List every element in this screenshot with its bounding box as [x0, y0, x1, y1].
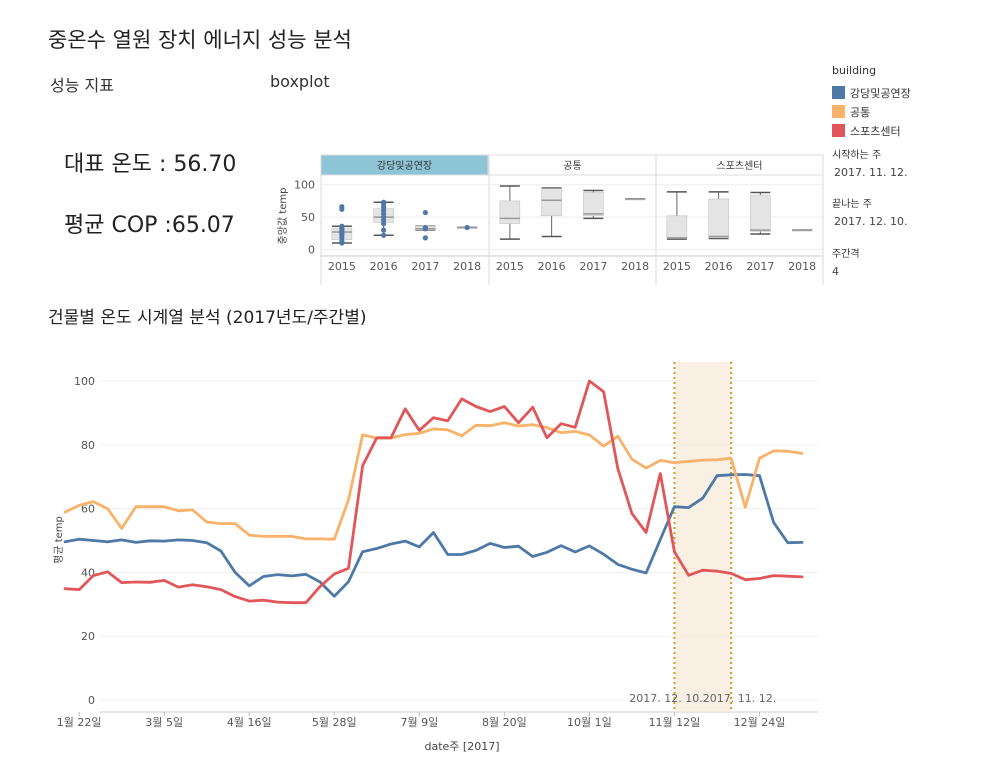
line-y-tick-label: 60	[81, 503, 95, 516]
week-interval-parameter[interactable]: 주간격 4	[832, 245, 860, 278]
facet-header-label: 스포츠센터	[717, 160, 763, 172]
series-line	[63, 473, 804, 598]
data-point	[381, 199, 387, 205]
boxplot-x-tick-label: 2017	[579, 260, 607, 273]
box	[666, 215, 688, 239]
boxplot-y-tick-label: 50	[301, 211, 315, 224]
boxplot-x-tick-label: 2016	[538, 260, 566, 273]
week-interval-label: 주간격	[832, 249, 860, 260]
data-point	[381, 232, 387, 238]
highlight-band	[674, 362, 732, 712]
highlight-label: 2017. 12. 10.2017. 11. 12.	[629, 692, 776, 705]
week-interval-value[interactable]: 4	[832, 265, 839, 278]
boxplot-x-tick-label: 2017	[746, 260, 774, 273]
box	[499, 200, 521, 224]
legend-item-sports-center[interactable]: 스포츠센터	[832, 121, 911, 140]
boxplot-x-tick-label: 2015	[328, 260, 356, 273]
timeseries-title: 건물별 온도 시계열 분석 (2017년도/주간별)	[48, 308, 367, 328]
data-point	[381, 227, 387, 233]
boxplot-y-axis-title: 중앙값 temp	[277, 188, 289, 245]
line-x-tick-label: 7월 9일	[400, 715, 438, 729]
boxplot-x-tick-label: 2018	[788, 260, 816, 273]
end-week-label: 끝나는 주	[832, 199, 872, 210]
representative-temp-kpi: 대표 온도 : 56.70	[64, 152, 237, 177]
data-point	[422, 209, 428, 216]
boxplot-x-tick-label: 2015	[663, 260, 691, 273]
line-x-tick-label: 5월 28일	[312, 715, 357, 729]
line-x-tick-label: 3월 5일	[145, 715, 183, 729]
data-point	[422, 235, 428, 241]
legend-label: 공통	[850, 105, 871, 119]
line-x-tick-label: 10월 1일	[567, 715, 612, 729]
end-week-value[interactable]: 2017. 12. 10.	[834, 215, 908, 228]
average-cop-kpi: 평균 COP :65.07	[64, 213, 235, 238]
legend-swatch	[832, 124, 845, 137]
line-y-tick-label: 20	[81, 630, 95, 643]
boxplot-x-tick-label: 2018	[621, 260, 649, 273]
boxplot-x-tick-label: 2018	[453, 260, 481, 273]
box	[708, 198, 729, 239]
legend-swatch	[832, 105, 845, 118]
legend-title: building	[832, 64, 877, 77]
start-week-value[interactable]: 2017. 11. 12.	[834, 166, 908, 179]
legend-item-auditorium[interactable]: 강당및공연장	[832, 83, 911, 102]
box	[541, 188, 562, 217]
data-point	[464, 224, 470, 231]
line-y-axis-title: 평균 temp	[53, 516, 65, 564]
line-y-tick-label: 0	[88, 694, 95, 707]
start-week-parameter[interactable]: 시작하는 주 2017. 11. 12.	[832, 146, 907, 179]
boxplot-label: boxplot	[270, 72, 330, 91]
legend-swatch	[832, 86, 845, 99]
series-line	[63, 379, 804, 605]
line-y-tick-label: 80	[81, 439, 95, 452]
boxplot-x-tick-label: 2016	[705, 260, 733, 273]
boxplot-x-tick-label: 2016	[370, 260, 398, 273]
data-point	[422, 224, 428, 231]
facet-header-label: 강당및공연장	[377, 160, 432, 172]
boxplot-y-tick-label: 100	[294, 179, 315, 192]
boxplot-x-tick-label: 2017	[411, 260, 439, 273]
data-point	[339, 204, 345, 210]
line-x-tick-label: 8월 20일	[482, 715, 527, 729]
legend-label: 스포츠센터	[850, 124, 901, 138]
line-x-tick-label: 11월 12일	[649, 715, 701, 729]
line-x-tick-label: 1월 22일	[57, 715, 102, 729]
series-line	[63, 421, 804, 541]
box	[750, 194, 771, 232]
boxplot-x-tick-label: 2015	[496, 260, 524, 273]
box	[583, 192, 604, 217]
data-point	[339, 223, 345, 229]
start-week-label: 시작하는 주	[832, 150, 882, 161]
line-x-tick-label: 4월 16일	[227, 715, 272, 729]
boxplot-y-tick-label: 0	[308, 244, 315, 257]
facet-header-label: 공통	[563, 160, 581, 172]
line-x-axis-title: date주 [2017]	[425, 740, 500, 753]
line-y-tick-label: 100	[74, 375, 95, 388]
line-x-tick-label: 12월 24일	[734, 715, 786, 729]
page-title: 중온수 열원 장치 에너지 성능 분석	[48, 28, 352, 52]
performance-label: 성능 지표	[50, 76, 114, 95]
boxplot-chart: 중앙값 temp 0 50 100 강당및공연장 2015 2016 2017 2018 공통 20…	[277, 154, 824, 285]
legend-label: 강당및공연장	[850, 86, 911, 100]
building-legend: building 강당및공연장 공통 스포츠센터	[832, 64, 911, 140]
legend-item-common[interactable]: 공통	[832, 102, 911, 121]
end-week-parameter[interactable]: 끝나는 주 2017. 12. 10.	[832, 195, 907, 228]
